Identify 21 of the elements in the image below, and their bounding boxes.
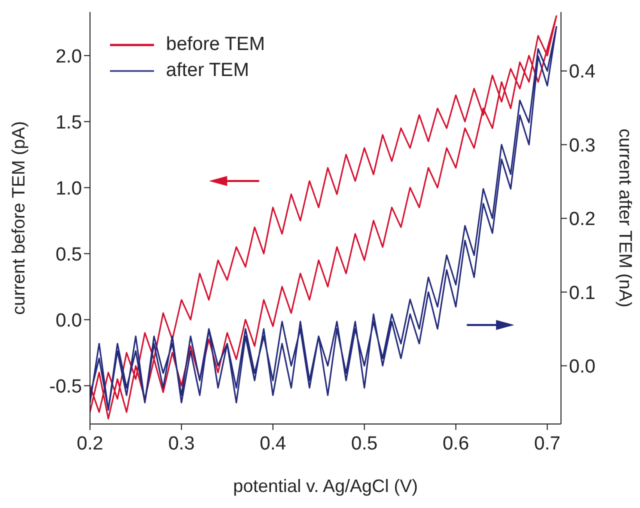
y-axis-title: current before TEM (pA): [8, 121, 28, 315]
y2-tick-label: 0.2: [569, 209, 596, 230]
y-tick-label: -0.5: [49, 376, 82, 398]
x-tick-label: 0.7: [534, 433, 560, 454]
y2-tick-label: 0.1: [569, 282, 596, 304]
y2-tick-label: 0.3: [569, 135, 596, 156]
y-tick-label: 2.0: [56, 46, 82, 68]
legend-label: before TEM: [166, 33, 265, 57]
y-tick-label: 1.0: [56, 178, 82, 200]
legend-label: after TEM: [166, 59, 250, 83]
y2-tick-label: 0.0: [569, 356, 596, 378]
y2-tick-label: 0.4: [569, 62, 596, 83]
x-axis-title: potential v. Ag/AgCl (V): [233, 476, 418, 496]
x-tick-label: 0.5: [351, 433, 378, 454]
x-tick-label: 0.3: [168, 433, 195, 454]
y-tick-label: 1.5: [56, 112, 82, 134]
x-tick-label: 0.6: [442, 433, 470, 454]
x-tick-label: 0.2: [76, 433, 104, 454]
x-tick-label: 0.4: [260, 433, 287, 454]
y-tick-label: 0.0: [56, 310, 82, 332]
y-tick-label: 0.5: [56, 244, 82, 266]
